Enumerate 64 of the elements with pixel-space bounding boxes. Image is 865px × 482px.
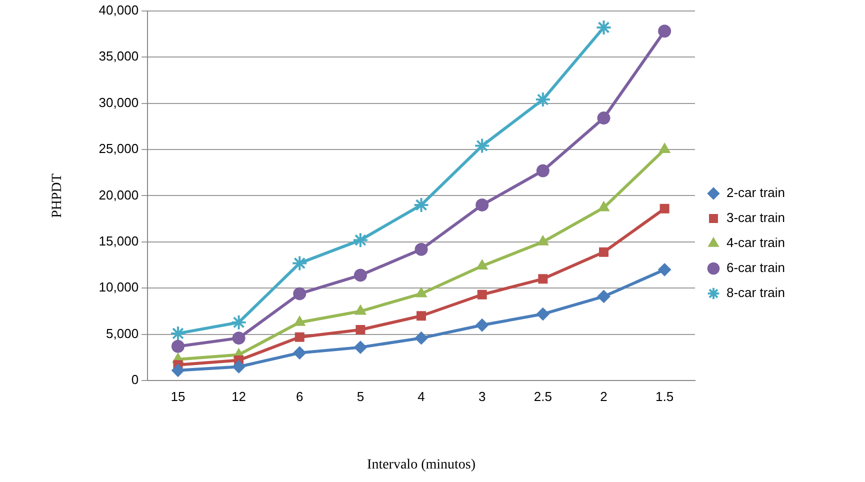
x-tick-label: 12 — [232, 388, 246, 404]
point — [230, 314, 247, 330]
y-tick-label: 15,000 — [98, 234, 139, 249]
legend-label: 4-car train — [726, 235, 786, 250]
point — [413, 196, 430, 213]
point — [294, 316, 306, 326]
y-tick-label: 40,000 — [98, 2, 139, 18]
y-tick-label: 25,000 — [98, 141, 139, 156]
point — [416, 287, 427, 298]
x-tick-label: 5 — [356, 388, 364, 404]
point — [354, 340, 367, 354]
point — [294, 332, 304, 342]
y-tick-label: 0 — [131, 372, 139, 388]
point — [474, 138, 490, 154]
point — [414, 332, 428, 345]
x-tick-label: 3 — [478, 388, 486, 404]
point — [597, 112, 610, 125]
point — [414, 242, 428, 256]
y-axis-title: PHPDT — [50, 173, 66, 218]
point — [538, 274, 548, 284]
point — [232, 332, 246, 345]
point — [170, 325, 186, 342]
point — [537, 235, 549, 246]
legend-label: 2-car train — [726, 185, 786, 200]
legend-label: 3-car train — [726, 210, 786, 226]
point — [171, 364, 184, 377]
x-axis-title: Intervalo (minutos) — [367, 457, 476, 472]
y-tick-label: 10,000 — [98, 280, 139, 295]
y-tick-label: 35,000 — [98, 48, 139, 64]
point — [597, 290, 610, 303]
x-tick-label: 4 — [418, 388, 425, 404]
point — [232, 360, 246, 374]
point — [598, 201, 610, 212]
point — [536, 308, 550, 321]
point — [536, 164, 550, 178]
point — [354, 304, 366, 315]
point — [352, 232, 368, 248]
point — [354, 268, 367, 282]
point — [477, 290, 487, 300]
point — [292, 255, 308, 272]
point — [171, 340, 184, 353]
point — [596, 19, 612, 36]
point — [293, 287, 306, 300]
legend-label: 6-car train — [726, 260, 786, 276]
point — [534, 92, 551, 108]
x-tick-label: 2.5 — [534, 388, 552, 404]
y-tick-label: 5,000 — [106, 326, 139, 341]
point — [658, 263, 672, 276]
point — [356, 325, 366, 334]
point — [416, 311, 426, 321]
x-tick-label: 15 — [170, 388, 186, 404]
point — [293, 346, 306, 360]
x-tick-label: 2 — [600, 388, 608, 404]
point — [658, 24, 672, 38]
legend-label: 8-car train — [726, 285, 786, 300]
point — [476, 318, 489, 332]
x-tick-label: 1.5 — [656, 388, 674, 404]
y-tick-label: 30,000 — [98, 94, 139, 110]
point — [476, 198, 489, 212]
y-tick-label: 20,000 — [98, 187, 139, 202]
point — [476, 259, 488, 270]
point — [660, 204, 670, 214]
point — [599, 247, 608, 257]
x-tick-label: 6 — [296, 388, 304, 404]
